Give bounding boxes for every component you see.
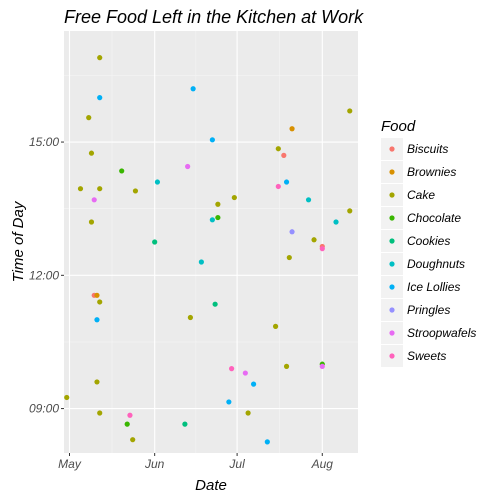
data-point xyxy=(276,146,281,151)
legend-swatch xyxy=(389,261,394,266)
data-point xyxy=(97,95,102,100)
data-point xyxy=(320,364,325,369)
data-point xyxy=(289,126,294,131)
x-tick-label: Jul xyxy=(228,457,245,471)
legend-swatch xyxy=(389,353,394,358)
data-point xyxy=(130,437,135,442)
x-axis-ticks: May Jun Jul Aug xyxy=(58,453,333,471)
data-point xyxy=(199,259,204,264)
legend-swatch xyxy=(389,284,394,289)
legend-item: Doughnuts xyxy=(381,253,465,275)
data-point xyxy=(306,197,311,202)
data-point xyxy=(182,422,187,427)
legend-item: Chocolate xyxy=(381,207,461,229)
legend-label: Chocolate xyxy=(407,211,461,225)
data-point xyxy=(97,186,102,191)
x-tick-label: May xyxy=(58,457,82,471)
legend-swatch xyxy=(389,330,394,335)
legend-label: Doughnuts xyxy=(407,257,465,271)
x-tick-label: Aug xyxy=(311,457,334,471)
legend-item: Biscuits xyxy=(381,138,448,160)
data-point xyxy=(64,395,69,400)
data-point xyxy=(347,208,352,213)
data-point xyxy=(289,229,294,234)
y-tick-label: 09:00 xyxy=(29,402,59,416)
legend-item: Cookies xyxy=(381,230,450,252)
data-point xyxy=(127,413,132,418)
data-point xyxy=(215,215,220,220)
y-tick-label: 12:00 xyxy=(29,268,59,282)
legend-label: Sweets xyxy=(407,349,446,363)
legend-item: Stroopwafels xyxy=(381,322,476,344)
data-point xyxy=(333,219,338,224)
data-point xyxy=(347,108,352,113)
data-point xyxy=(276,184,281,189)
legend-title: Food xyxy=(381,118,416,135)
data-point xyxy=(284,179,289,184)
data-point xyxy=(94,293,99,298)
legend: Food Biscuits Brownies Cake Chocolate Cookie… xyxy=(381,118,476,367)
chart-title: Free Food Left in the Kitchen at Work xyxy=(64,7,364,27)
legend-item: Pringles xyxy=(381,299,450,321)
data-point xyxy=(226,399,231,404)
legend-item: Brownies xyxy=(381,161,456,183)
data-point xyxy=(86,115,91,120)
data-point xyxy=(94,317,99,322)
data-point xyxy=(245,410,250,415)
legend-swatch xyxy=(389,192,394,197)
data-point xyxy=(92,197,97,202)
x-axis-label: Date xyxy=(195,477,227,494)
data-point xyxy=(152,239,157,244)
x-tick-label: Jun xyxy=(144,457,165,471)
data-point xyxy=(210,137,215,142)
legend-label: Cookies xyxy=(407,234,450,248)
data-point xyxy=(191,86,196,91)
data-point xyxy=(89,151,94,156)
legend-label: Cake xyxy=(407,188,435,202)
data-point xyxy=(265,439,270,444)
data-point xyxy=(232,195,237,200)
data-point xyxy=(251,382,256,387)
legend-swatch xyxy=(389,146,394,151)
data-point xyxy=(229,366,234,371)
data-point xyxy=(213,302,218,307)
data-point xyxy=(284,364,289,369)
data-point xyxy=(311,237,316,242)
data-point xyxy=(89,219,94,224)
data-point xyxy=(210,217,215,222)
legend-item: Ice Lollies xyxy=(381,276,460,298)
y-axis-ticks: 09:00 12:00 15:00 xyxy=(29,135,64,416)
legend-swatch xyxy=(389,169,394,174)
legend-item: Cake xyxy=(381,184,435,206)
data-point xyxy=(97,299,102,304)
data-point xyxy=(185,164,190,169)
data-point xyxy=(273,324,278,329)
data-point xyxy=(97,55,102,60)
data-point xyxy=(188,315,193,320)
data-point xyxy=(94,379,99,384)
data-point xyxy=(78,186,83,191)
legend-swatch xyxy=(389,215,394,220)
legend-item: Sweets xyxy=(381,345,446,367)
y-axis-label: Time of Day xyxy=(10,200,27,282)
data-point xyxy=(320,246,325,251)
data-point xyxy=(287,255,292,260)
legend-label: Biscuits xyxy=(407,142,448,156)
legend-label: Brownies xyxy=(407,165,456,179)
legend-swatch xyxy=(389,238,394,243)
data-point xyxy=(155,179,160,184)
data-point xyxy=(125,422,130,427)
data-point xyxy=(133,188,138,193)
data-point xyxy=(97,410,102,415)
data-point xyxy=(243,370,248,375)
y-tick-label: 15:00 xyxy=(29,135,59,149)
legend-swatch xyxy=(389,307,394,312)
data-point xyxy=(281,153,286,158)
legend-label: Stroopwafels xyxy=(407,326,476,340)
legend-label: Pringles xyxy=(407,303,450,317)
data-point xyxy=(119,168,124,173)
legend-label: Ice Lollies xyxy=(407,280,460,294)
data-point xyxy=(215,202,220,207)
